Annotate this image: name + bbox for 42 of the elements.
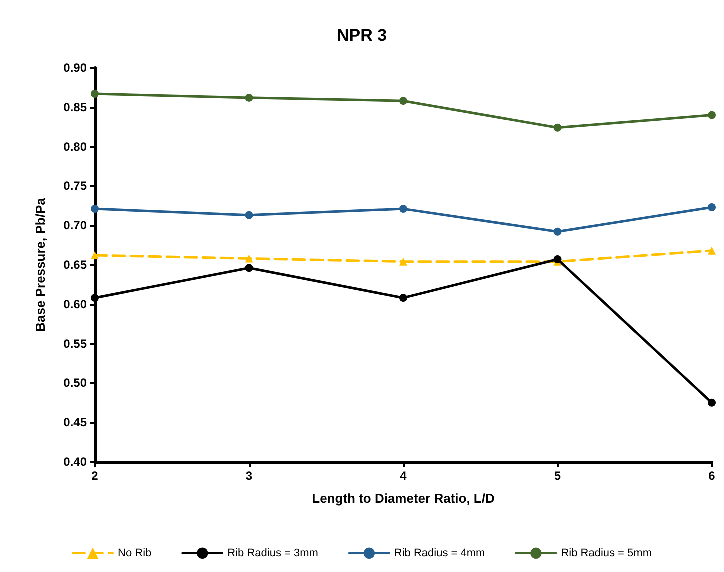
y-tick-label: 0.45	[64, 416, 88, 430]
legend-label: Rib Radius = 5mm	[561, 547, 652, 560]
point	[708, 203, 716, 212]
x-tick-label: 6	[708, 469, 716, 483]
y-tick-label: 0.65	[64, 258, 88, 272]
x-axis-title: Length to Diameter Ratio, L/D	[312, 491, 495, 506]
point	[400, 258, 408, 266]
point	[400, 205, 408, 214]
x-tick-label: 2	[92, 469, 99, 483]
chart-title: NPR 3	[336, 26, 388, 45]
point	[91, 205, 99, 214]
y-tick-label: 0.90	[64, 61, 88, 75]
y-tick-label: 0.60	[64, 297, 88, 312]
point	[400, 294, 408, 302]
y-tick-label: 0.70	[64, 218, 88, 233]
legend-label: Rib Radius = 4mm	[394, 547, 486, 560]
point	[91, 252, 99, 260]
point	[91, 90, 99, 98]
legend-label: Rib Radius = 3mm	[228, 547, 318, 560]
y-tick-label: 0.50	[64, 376, 88, 390]
x-tick-label: 5	[554, 469, 562, 483]
point	[245, 254, 254, 263]
x-tick-label: 4	[400, 469, 408, 483]
point	[400, 97, 408, 106]
y-tick-label: 0.40	[64, 455, 88, 469]
point	[245, 94, 254, 102]
x-tick-label: 3	[246, 469, 253, 483]
point	[554, 255, 562, 264]
point	[554, 124, 562, 132]
point	[708, 398, 716, 407]
point	[245, 211, 254, 220]
point	[708, 111, 716, 120]
y-axis-title: Base Pressure, Pb/Pa	[33, 197, 48, 332]
y-tick-label: 0.85	[64, 100, 88, 114]
point	[245, 264, 254, 272]
point	[554, 228, 562, 236]
y-tick-label: 0.80	[64, 140, 88, 154]
y-tick-label: 0.55	[64, 336, 88, 351]
y-tick-label: 0.75	[64, 179, 88, 194]
legend-label: No Rib	[118, 547, 152, 560]
point	[91, 294, 99, 302]
point	[708, 246, 716, 255]
